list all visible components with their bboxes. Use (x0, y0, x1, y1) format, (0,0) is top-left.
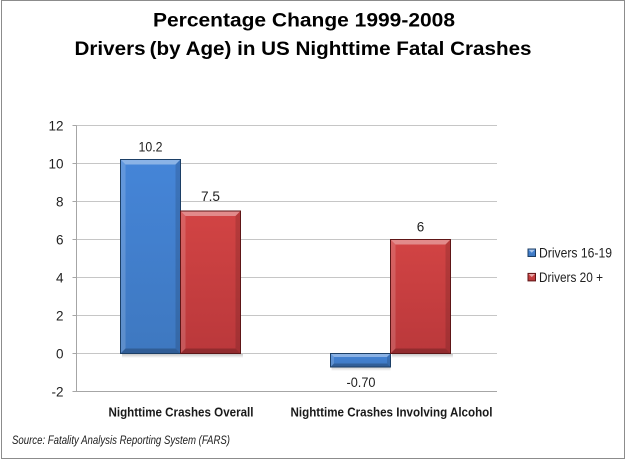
svg-text:8: 8 (56, 194, 64, 209)
svg-text:4: 4 (56, 270, 64, 285)
svg-text:Source: Fatality Analysis Repo: Source: Fatality Analysis Reporting Syst… (12, 435, 230, 447)
svg-text:10.2: 10.2 (139, 139, 163, 154)
svg-text:2: 2 (56, 308, 64, 323)
svg-text:-2: -2 (51, 384, 63, 399)
svg-text:Nighttime Crashes Involving Al: Nighttime Crashes Involving Alcohol (291, 405, 493, 420)
svg-text:Drivers (by Age) in US Nightti: Drivers (by Age) in US Nighttime Fatal C… (75, 39, 532, 60)
svg-text:-0.70: -0.70 (347, 375, 376, 390)
svg-text:12: 12 (48, 118, 63, 133)
svg-text:7.5: 7.5 (201, 189, 220, 204)
svg-text:10: 10 (48, 156, 63, 171)
svg-text:Drivers 16-19: Drivers 16-19 (539, 246, 612, 261)
svg-text:0: 0 (56, 346, 64, 361)
svg-text:Nighttime Crashes Overall: Nighttime Crashes Overall (109, 405, 254, 420)
svg-text:Percentage Change 1999-2008: Percentage Change 1999-2008 (153, 11, 455, 32)
svg-text:6: 6 (417, 219, 425, 234)
svg-text:Drivers 20 +: Drivers 20 + (539, 270, 603, 285)
svg-text:6: 6 (56, 232, 64, 247)
